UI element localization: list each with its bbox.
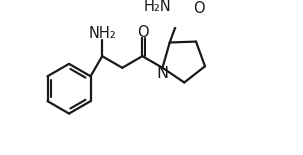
Text: H₂N: H₂N (144, 0, 171, 13)
Text: N: N (156, 66, 168, 81)
Text: NH₂: NH₂ (88, 26, 116, 41)
Text: O: O (193, 1, 205, 16)
Text: O: O (137, 25, 149, 40)
